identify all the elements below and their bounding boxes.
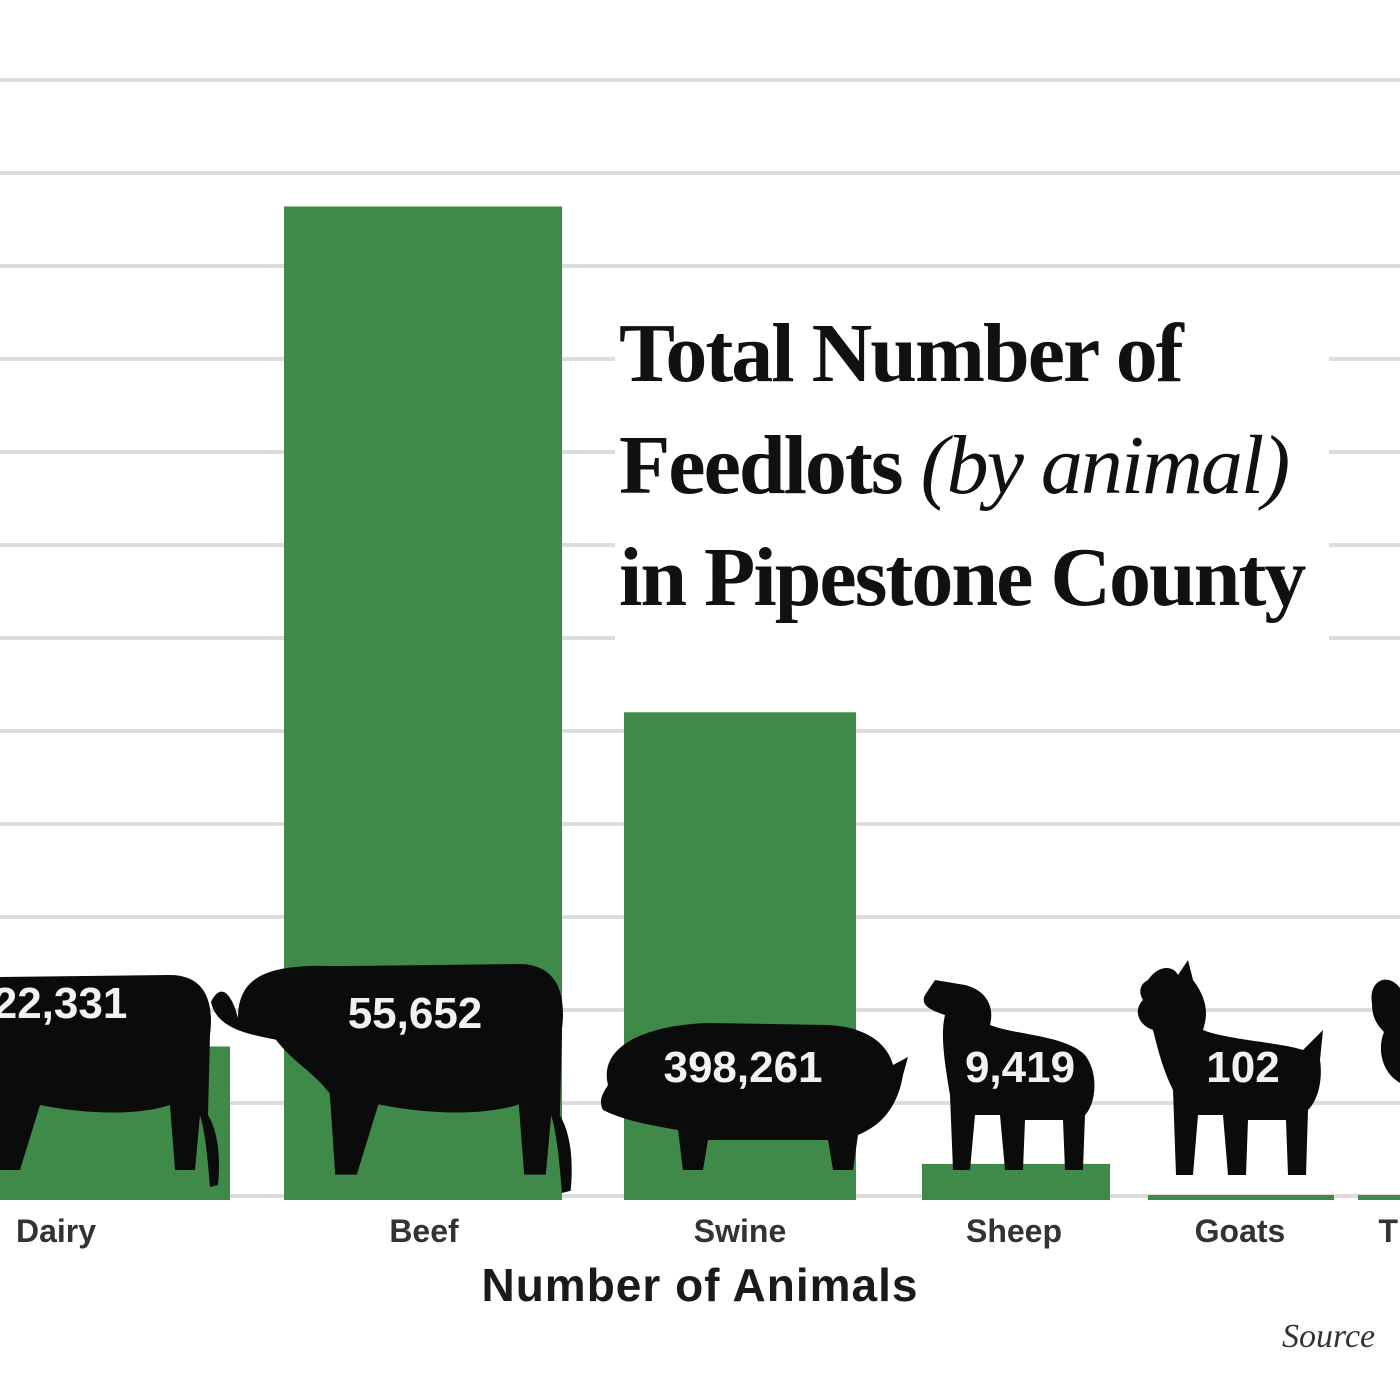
title-line-1: Total Number of [619,307,1184,400]
cow-icon [0,975,219,1187]
cow-icon-shape [211,964,572,1193]
turkey-icon-shape [1371,979,1400,1083]
category-label: Swine [694,1213,786,1249]
pig-icon-shape [600,1023,908,1170]
sheep-icon-shape [923,980,1095,1170]
pig-icon [600,1023,908,1170]
count-label: 55,652 [348,989,483,1038]
goat-icon [1137,960,1323,1175]
cow-icon [211,964,572,1193]
x-axis-label-wrap: Number of Animals [0,1258,1400,1312]
bar-t [1358,1195,1400,1200]
chart-title: Total Number of Feedlots (by animal) in … [615,292,1329,644]
title-line-3: in Pipestone County [619,531,1306,624]
sheep-icon [923,980,1095,1170]
cow-icon-shape [0,975,219,1187]
category-label: Goats [1195,1213,1286,1249]
category-label: Sheep [966,1213,1062,1249]
category-label: T [1378,1213,1398,1249]
title-line-2: Feedlots (by animal) [619,410,1319,522]
goat-icon-shape [1137,960,1323,1175]
category-labels: Dairy Beef Swine Sheep Goats T [16,1213,1398,1249]
title-line-2-italic: (by animal) [920,419,1291,512]
title-line-2-plain: Feedlots [619,419,921,512]
animal-counts: 22,331 55,652 398,261 9,419 102 [0,979,1280,1092]
count-label: 9,419 [965,1043,1075,1092]
count-label: 102 [1206,1043,1279,1092]
animal-icons [0,960,1400,1193]
bar-goats [1148,1195,1334,1200]
source-note: Source [1282,1318,1376,1355]
category-label: Beef [389,1213,459,1249]
count-label: 398,261 [663,1043,822,1092]
turkey-icon [1371,979,1400,1083]
x-axis-label: Number of Animals [481,1259,919,1311]
count-label: 22,331 [0,979,127,1028]
category-label: Dairy [16,1213,96,1249]
